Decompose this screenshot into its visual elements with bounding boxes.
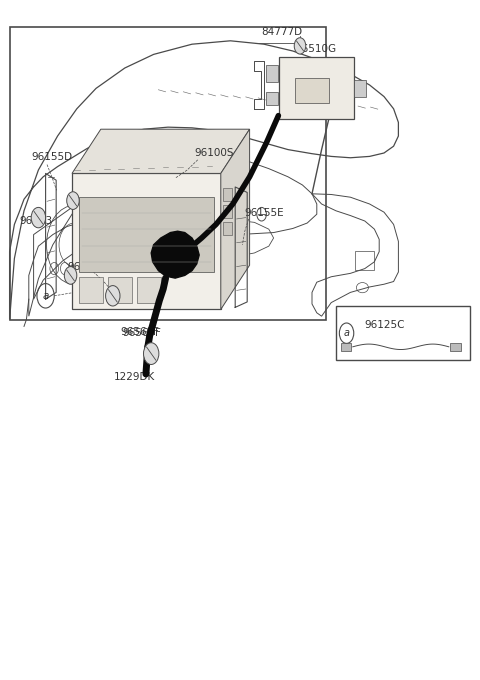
Bar [137,277,161,303]
Circle shape [294,37,306,54]
Bar [266,65,278,82]
Text: a: a [344,328,349,338]
Bar [355,251,374,270]
Text: 96510G: 96510G [295,44,336,54]
Text: 84777D: 84777D [262,27,303,37]
Text: 96173: 96173 [67,262,100,272]
Text: 1229DK: 1229DK [114,372,155,382]
Bar [354,80,366,97]
Circle shape [106,286,120,306]
Bar [10,27,326,320]
Bar [108,277,132,303]
Text: 96560F: 96560F [121,327,159,337]
Polygon shape [151,231,199,278]
Text: 96100S: 96100S [194,148,234,158]
Circle shape [64,267,77,284]
Text: a: a [42,291,49,301]
Bar [223,222,232,235]
Circle shape [31,207,46,228]
Circle shape [144,343,159,364]
Bar [295,78,329,103]
Polygon shape [72,129,250,173]
Text: 96125C: 96125C [365,320,405,330]
Circle shape [67,192,79,209]
Bar [336,306,470,360]
Polygon shape [72,173,221,309]
Polygon shape [221,129,250,309]
Text: 96173: 96173 [19,216,52,226]
Text: 96560F: 96560F [122,328,161,338]
Bar [79,197,214,272]
FancyBboxPatch shape [279,58,354,120]
Text: 96155E: 96155E [245,207,285,218]
Bar [341,343,351,351]
Bar [223,188,232,201]
Bar [79,277,103,303]
Bar [450,343,461,351]
Text: 96155D: 96155D [31,152,72,162]
Bar [223,205,232,218]
Bar [266,92,278,105]
